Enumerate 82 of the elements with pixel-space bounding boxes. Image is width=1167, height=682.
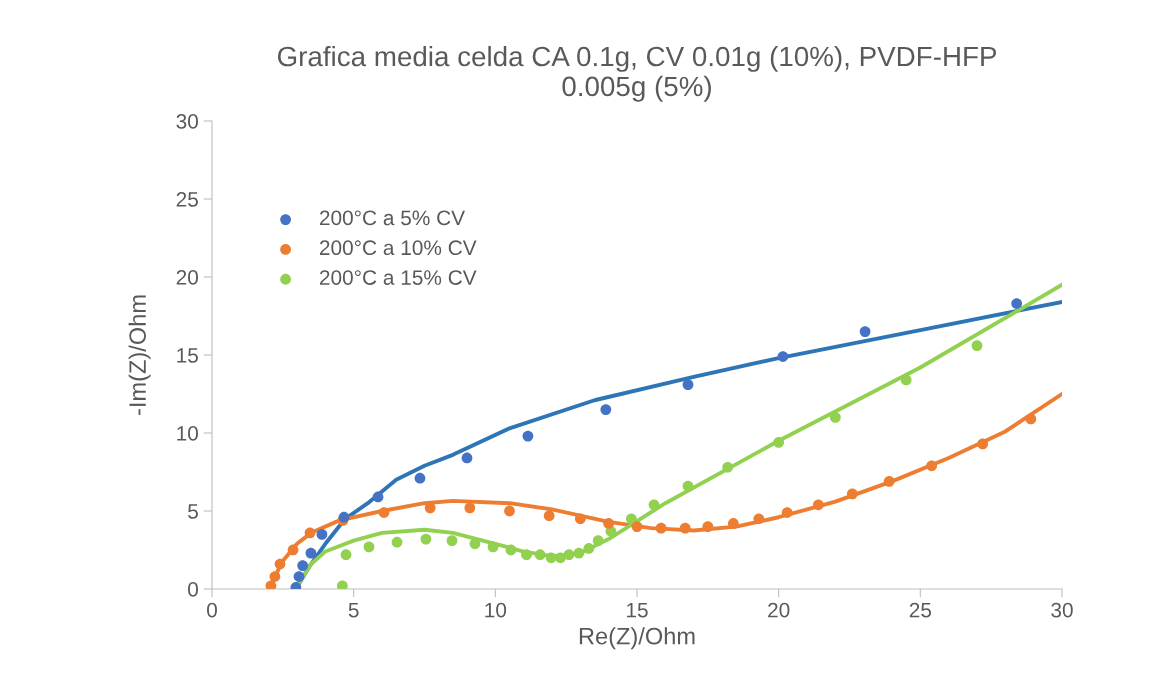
point: [269, 571, 281, 582]
point: [773, 436, 785, 448]
y-tick-label: 10: [177, 426, 198, 441]
x-axis-title: Re(Z)/Ohm: [579, 627, 695, 650]
point: [372, 491, 384, 503]
point: [293, 571, 305, 582]
y-tick-label: 30: [176, 114, 198, 129]
point: [336, 580, 348, 589]
point: [600, 404, 612, 415]
point: [977, 438, 989, 450]
point: [420, 533, 432, 545]
point: [1025, 413, 1037, 425]
point: [504, 505, 515, 517]
point: [702, 521, 714, 532]
point: [679, 522, 691, 534]
x-tick-label: 5: [348, 602, 359, 618]
x-tick-label: 20: [768, 602, 790, 618]
point: [563, 549, 575, 561]
x-tick-label: 0: [207, 602, 217, 618]
point: [1011, 298, 1023, 309]
point: [682, 480, 694, 492]
point: [469, 538, 481, 550]
point: [574, 513, 586, 525]
point: [521, 549, 532, 561]
point: [414, 472, 426, 484]
x-tick-label: 30: [1051, 602, 1073, 618]
point: [505, 544, 517, 556]
legend-label: 200°C a 15% CV: [319, 270, 477, 285]
point: [971, 340, 983, 352]
point: [859, 326, 871, 337]
point: [555, 552, 566, 564]
point: [446, 535, 458, 547]
point: [727, 518, 739, 529]
point: [777, 351, 789, 362]
point: [316, 529, 328, 540]
chart-title: Grafica media celda CA 0.1g, CV 0.01g (10%), PVDF-HFP 0.005g (5%): [277, 45, 997, 102]
point: [340, 549, 352, 561]
point: [648, 499, 660, 511]
point: [829, 412, 841, 423]
point: [592, 535, 604, 547]
point: [722, 461, 734, 473]
point: [781, 507, 793, 518]
y-tick-label: 5: [188, 504, 198, 519]
point: [274, 558, 286, 570]
point: [543, 510, 555, 522]
point: [461, 452, 473, 464]
legend-label: 200°C a 10% CV: [319, 240, 477, 256]
y-tick-label: 0: [188, 582, 198, 597]
y-tick-label: 25: [176, 192, 198, 207]
y-tick-label: 15: [177, 348, 198, 363]
point: [900, 374, 912, 386]
point: [573, 547, 585, 559]
point: [305, 547, 317, 559]
point: [304, 527, 316, 539]
point: [363, 541, 375, 553]
point: [464, 502, 476, 514]
point: [391, 536, 403, 548]
point: [378, 507, 390, 518]
point: [545, 552, 557, 564]
point: [534, 549, 546, 561]
point: [926, 460, 938, 472]
y-tick-label: 20: [176, 270, 198, 285]
point: [265, 580, 277, 589]
point: [297, 560, 309, 571]
point: [631, 521, 643, 532]
legend-label: 200°C a 5% CV: [319, 210, 465, 226]
x-tick-label: 15: [627, 602, 648, 618]
point: [655, 522, 667, 534]
point: [682, 379, 694, 391]
point: [583, 543, 595, 554]
point: [753, 513, 765, 525]
x-tick-label: 10: [485, 602, 507, 618]
point: [487, 541, 499, 553]
point: [812, 499, 824, 511]
point: [287, 544, 299, 556]
point: [625, 513, 637, 525]
y-axis-title: -Im(Z)/Ohm: [128, 295, 151, 415]
point: [883, 475, 895, 487]
point: [846, 488, 858, 500]
x-tick-label: 25: [909, 602, 932, 618]
point: [603, 518, 615, 529]
point: [522, 430, 534, 442]
